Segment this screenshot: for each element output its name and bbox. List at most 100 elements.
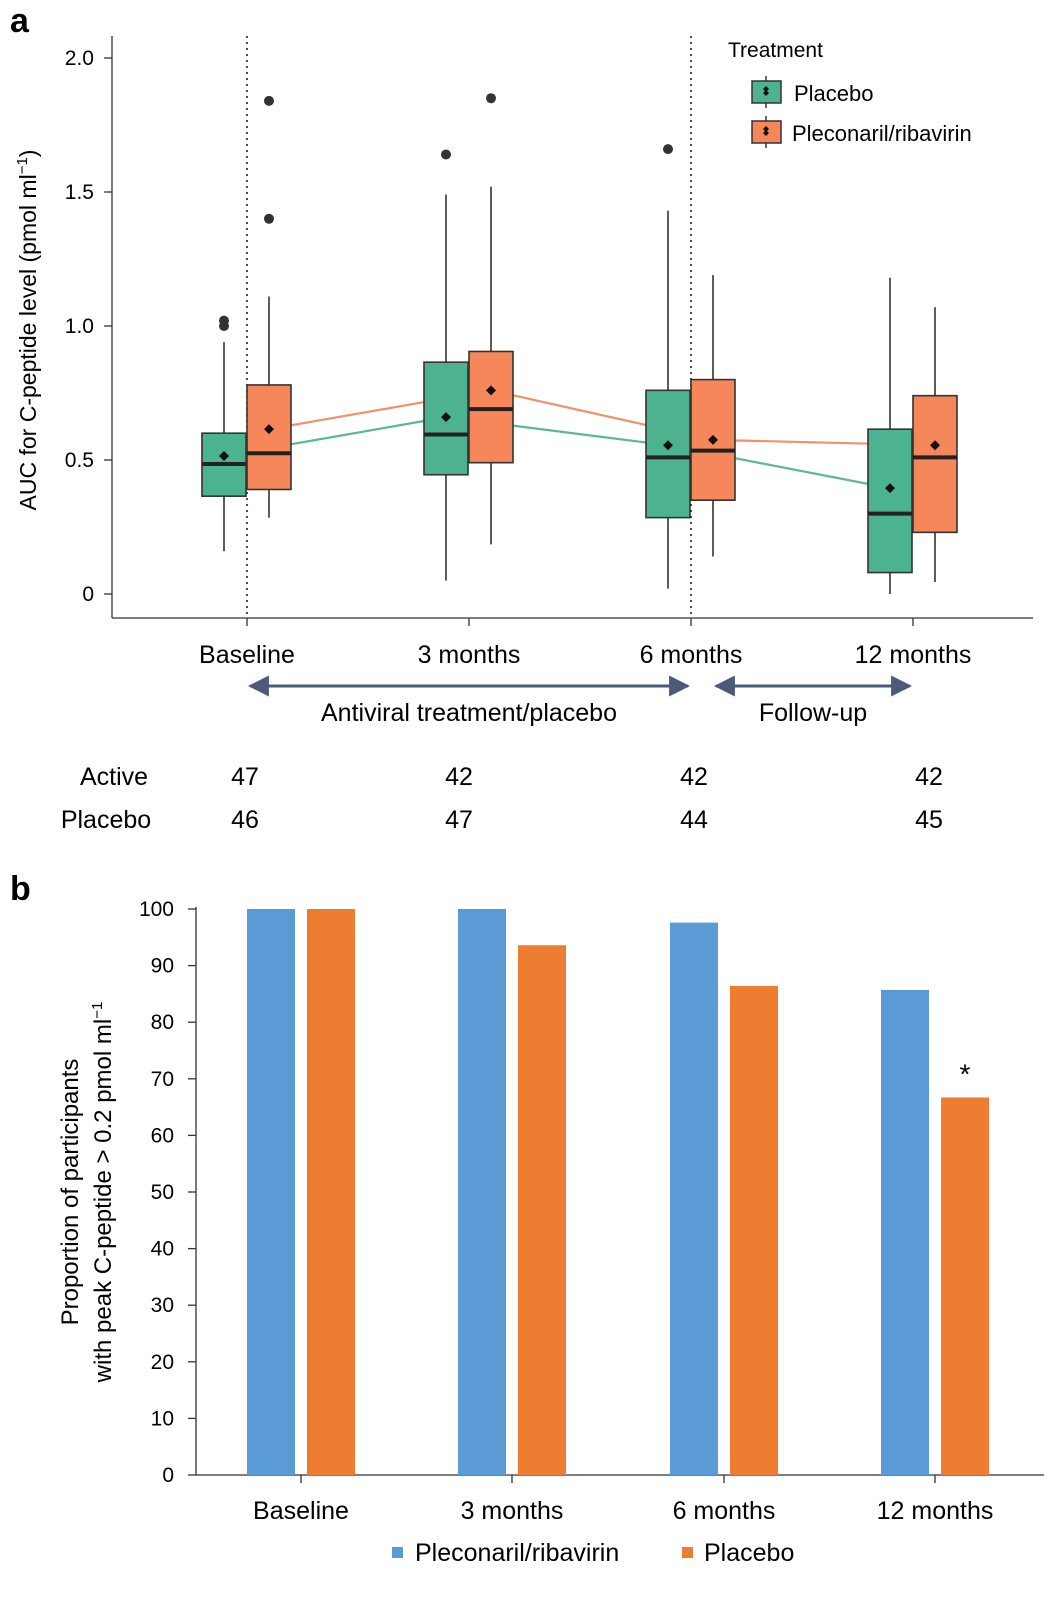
box-mean-marker (441, 412, 451, 423)
panel-a-y-tick-label: 0.5 (65, 449, 94, 472)
count-active-baseline: 47 (231, 763, 259, 791)
box-placebo-baseline (201, 315, 247, 552)
box-pleconaril-ribavirin-baseline (246, 95, 292, 518)
panel-a-y-tick-label: 1.0 (65, 315, 94, 338)
box-mean-marker (486, 385, 496, 396)
panel-b-y-tick-label: 0 (162, 1464, 174, 1487)
x-tick-label-b-baseline: Baseline (253, 1497, 349, 1525)
box-placebo-12-months (867, 277, 913, 594)
mean-line-placebo (223, 416, 891, 490)
panel-b-bars (247, 909, 989, 1475)
panel-b-y-tick-label: 20 (151, 1351, 174, 1374)
box-mean-marker (264, 424, 274, 435)
counts-row-label-placebo: Placebo (61, 806, 151, 834)
bar-pleconaril-ribavirin-6-months (670, 922, 718, 1475)
panel-b-y-tick-label: 30 (151, 1294, 174, 1317)
box-pleconaril-ribavirin-6-months (690, 275, 736, 557)
legend-label-pleconaril-ribavirin-b: Pleconaril/ribavirin (415, 1539, 619, 1567)
panel-a-mean-lines (223, 389, 936, 490)
box-outlier (663, 144, 673, 155)
panel-b: b Proportion of participants with peak C… (10, 870, 1044, 1567)
x-tick-label-baseline: Baseline (199, 641, 295, 669)
panel-a-phase-arrows: Antiviral treatment/placebo Follow-up (247, 675, 913, 727)
panel-a-label: a (10, 2, 30, 40)
panel-a-axes: 0 0.5 1.0 1.5 2.0 (65, 36, 1033, 626)
count-placebo-6-months: 44 (680, 806, 708, 834)
box-iqr (468, 350, 514, 464)
box-mean-marker (885, 483, 895, 494)
panel-b-label: b (10, 870, 31, 908)
box-pleconaril-ribavirin-12-months (912, 307, 958, 582)
box-pleconaril-ribavirin-3-months (468, 93, 514, 545)
panel-b-axes: 0 10 20 30 40 50 60 70 80 90 100 (139, 898, 1044, 1487)
count-placebo-3-months: 47 (445, 806, 473, 834)
panel-a: a AUC for C-peptide level (pmol ml−1) 00… (10, 2, 1033, 834)
panel-b-y-tick-label: 60 (151, 1124, 174, 1147)
box-mean-marker (708, 434, 718, 445)
x-tick-label-6-months: 6 months (640, 641, 743, 669)
bar-placebo-12-months (941, 1097, 989, 1475)
panel-b-y-axis-label-line2: with peak C-peptide > 0.2 pmol ml−1 (89, 1002, 117, 1384)
panel-b-x-tick-labels: Baseline 3 months 6 months 12 months (253, 1497, 993, 1525)
bar-placebo-6-months (730, 985, 778, 1475)
box-mean-marker (663, 440, 673, 451)
count-active-3-months: 42 (445, 763, 473, 791)
x-tick-label-3-months: 3 months (418, 641, 521, 669)
count-active-12-months: 42 (915, 763, 943, 791)
box-outlier (264, 95, 274, 106)
panel-a-phase-dividers (246, 36, 692, 618)
bar-placebo-baseline (307, 909, 355, 1475)
panel-a-y-tick-label: 1.5 (65, 181, 94, 204)
box-iqr (867, 428, 913, 574)
legend-title: Treatment (728, 39, 823, 62)
box-iqr (912, 394, 958, 534)
box-placebo-3-months (423, 149, 469, 581)
count-placebo-12-months: 45 (915, 806, 943, 834)
panel-b-y-tick-label: 70 (151, 1068, 174, 1091)
box-mean-marker (930, 440, 940, 451)
box-placebo-6-months (645, 144, 691, 589)
box-outlier (486, 93, 496, 104)
x-tick-label-b-3-months: 3 months (461, 1497, 564, 1525)
box-iqr (423, 361, 469, 476)
box-outlier (441, 149, 451, 160)
counts-table: Active 47 42 42 42 Placebo 46 47 44 45 (61, 763, 943, 834)
panel-b-y-tick-label: 50 (151, 1181, 174, 1204)
mean-line-pleconaril-ribavirin (268, 389, 936, 447)
legend-item-pleconaril-ribavirin: Pleconaril/ribavirin (751, 116, 972, 148)
panel-a-x-tick-labels: Baseline 3 months 6 months 12 months (199, 641, 971, 669)
significance-asterisk: * (960, 1058, 971, 1089)
legend-item-placebo: Placebo (751, 76, 874, 108)
bar-pleconaril-ribavirin-3-months (458, 909, 506, 1475)
panel-a-legend: Treatment Placebo Pleconaril/ribavirin (728, 39, 972, 148)
panel-a-boxes (201, 93, 958, 594)
legend-label-pleconaril-ribavirin: Pleconaril/ribavirin (792, 121, 972, 146)
panel-b-y-tick-label: 100 (139, 898, 174, 921)
count-active-6-months: 42 (680, 763, 708, 791)
bar-placebo-3-months (518, 945, 566, 1475)
legend-swatch-pleconaril-ribavirin-b (392, 1547, 403, 1558)
box-outlier (264, 213, 274, 224)
x-tick-label-b-6-months: 6 months (673, 1497, 776, 1525)
box-iqr (246, 384, 292, 491)
box-outlier (219, 315, 229, 326)
bar-pleconaril-ribavirin-baseline (247, 909, 295, 1475)
legend-label-placebo-b: Placebo (704, 1539, 794, 1567)
phase-label-treatment: Antiviral treatment/placebo (321, 699, 617, 727)
panel-b-y-tick-label: 80 (151, 1011, 174, 1034)
panel-b-y-axis-label-line1: Proportion of participants (57, 1059, 84, 1326)
box-iqr (645, 389, 691, 519)
counts-row-label-active: Active (80, 763, 148, 791)
count-placebo-baseline: 46 (231, 806, 259, 834)
panel-a-y-tick-label: 2.0 (65, 47, 94, 70)
bar-pleconaril-ribavirin-12-months (881, 989, 929, 1475)
x-tick-label-b-12-months: 12 months (877, 1497, 994, 1525)
box-mean-marker (219, 450, 229, 461)
phase-label-follow-up: Follow-up (759, 699, 867, 727)
x-tick-label-12-months: 12 months (855, 641, 972, 669)
legend-label-placebo: Placebo (794, 81, 874, 106)
panel-b-y-tick-label: 90 (151, 955, 174, 978)
panel-b-y-tick-label: 10 (151, 1407, 174, 1430)
legend-swatch-placebo-b (682, 1547, 693, 1558)
